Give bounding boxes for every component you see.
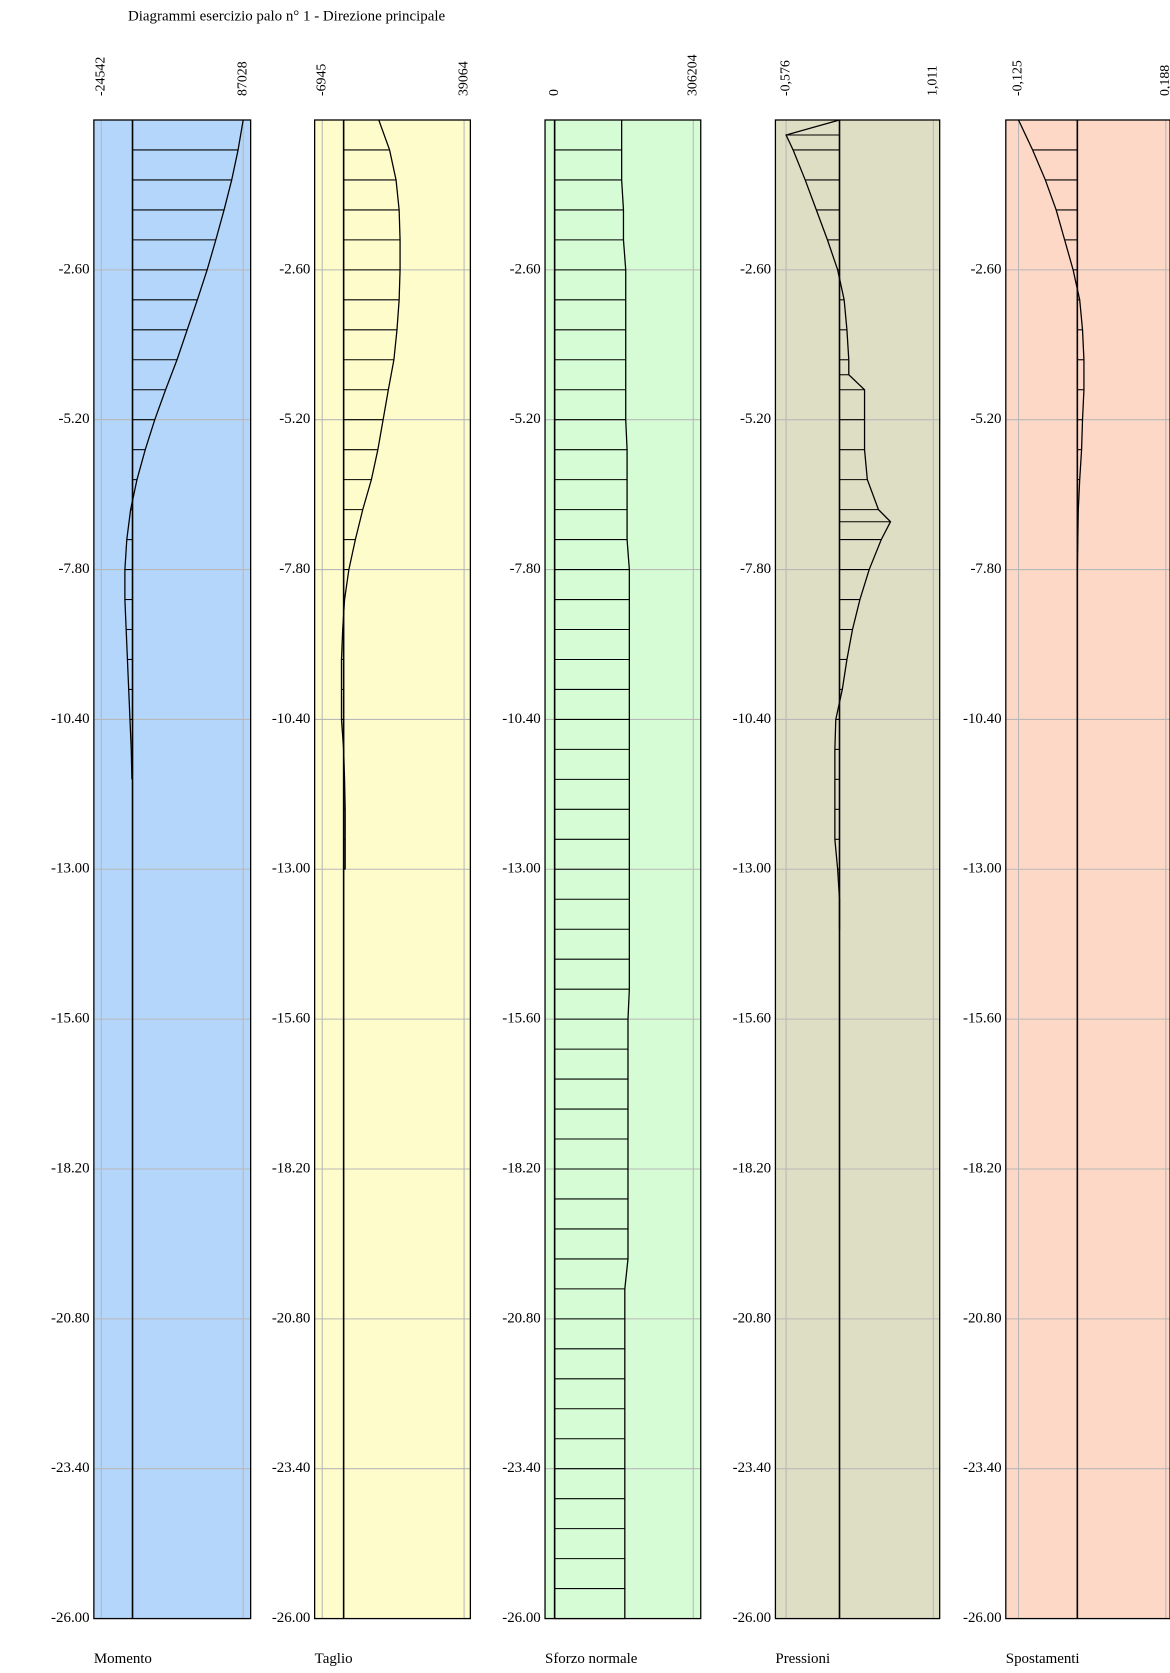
y-tick-label: -23.40 [733, 1460, 772, 1476]
y-tick-label: -15.60 [502, 1011, 541, 1027]
y-tick-label: -15.60 [963, 1011, 1002, 1027]
panel-title: Taglio [315, 1651, 353, 1667]
y-tick-label: -2.60 [59, 261, 90, 277]
y-tick-label: -26.00 [272, 1610, 311, 1626]
diagram-outline [621, 119, 630, 1619]
y-tick-label: -10.40 [733, 711, 772, 727]
panel-title: Spostamenti [1006, 1651, 1080, 1667]
y-tick-label: -5.20 [510, 411, 541, 427]
x-tick-label: -24542 [92, 57, 107, 96]
panel-title: Sforzo normale [545, 1651, 638, 1667]
diagram [124, 119, 244, 780]
y-tick-label: -15.60 [733, 1011, 772, 1027]
y-tick-label: -7.80 [740, 561, 771, 577]
diagram-outline [785, 119, 892, 930]
y-tick-label: -18.20 [502, 1160, 541, 1176]
panel-title: Pressioni [775, 1651, 830, 1667]
y-tick-label: -23.40 [963, 1460, 1002, 1476]
y-tick-label: -18.20 [733, 1160, 772, 1176]
y-tick-label: -20.80 [733, 1310, 772, 1326]
y-tick-label: -13.00 [502, 861, 541, 877]
y-tick-label: -2.60 [970, 261, 1001, 277]
y-tick-label: -20.80 [272, 1310, 311, 1326]
diagram-group: Diagrammi esercizio palo n° 1 - Direzion… [51, 8, 1170, 1667]
x-tick-label: 87028 [234, 61, 249, 96]
y-tick-label: -2.60 [740, 261, 771, 277]
x-tick-label: -0,125 [1010, 60, 1025, 96]
y-tick-label: -13.00 [733, 861, 772, 877]
y-tick-label: -26.00 [733, 1610, 772, 1626]
x-tick-label: 306204 [684, 54, 699, 96]
y-tick-label: -10.40 [963, 711, 1002, 727]
y-tick-label: -26.00 [51, 1610, 90, 1626]
y-tick-label: -13.00 [272, 861, 311, 877]
y-tick-label: -5.20 [740, 411, 771, 427]
y-tick-label: -18.20 [51, 1160, 90, 1176]
x-tick-label: 0,188 [1157, 65, 1170, 96]
y-tick-label: -10.40 [272, 711, 311, 727]
y-tick-label: -18.20 [272, 1160, 311, 1176]
y-tick-label: -2.60 [279, 261, 310, 277]
y-tick-label: -5.20 [59, 411, 90, 427]
x-tick-label: 0 [546, 89, 561, 96]
diagram [554, 119, 630, 1620]
y-tick-label: -13.00 [963, 861, 1002, 877]
y-tick-label: -18.20 [963, 1160, 1002, 1176]
y-tick-label: -7.80 [279, 561, 310, 577]
y-tick-label: -7.80 [59, 561, 90, 577]
panel-border [314, 119, 472, 1620]
panel-border [544, 119, 702, 1620]
y-tick-label: -13.00 [51, 861, 90, 877]
y-tick-label: -10.40 [502, 711, 541, 727]
x-tick-label: -0,576 [777, 60, 792, 96]
panel-title: Momento [94, 1651, 152, 1667]
y-tick-label: -7.80 [970, 561, 1001, 577]
y-tick-label: -10.40 [51, 711, 90, 727]
y-tick-label: -5.20 [970, 411, 1001, 427]
main-title: Diagrammi esercizio palo n° 1 - Direzion… [128, 8, 446, 24]
diagram-outline [124, 119, 244, 780]
y-tick-label: -2.60 [510, 261, 541, 277]
x-tick-label: 1,011 [924, 65, 939, 96]
y-tick-label: -20.80 [502, 1310, 541, 1326]
y-tick-label: -26.00 [502, 1610, 541, 1626]
y-tick-label: -26.00 [963, 1610, 1002, 1626]
x-tick-label: -6945 [313, 64, 328, 96]
y-tick-label: -5.20 [279, 411, 310, 427]
y-tick-label: -15.60 [51, 1011, 90, 1027]
panel-border [1005, 119, 1170, 1620]
y-tick-label: -23.40 [502, 1460, 541, 1476]
panel-border [93, 119, 252, 1620]
y-tick-label: -20.80 [963, 1310, 1002, 1326]
y-tick-label: -20.80 [51, 1310, 90, 1326]
diagram [785, 119, 892, 930]
y-tick-label: -23.40 [51, 1460, 90, 1476]
y-tick-label: -7.80 [510, 561, 541, 577]
y-tick-label: -23.40 [272, 1460, 311, 1476]
y-tick-label: -15.60 [272, 1011, 311, 1027]
panel-border [774, 119, 941, 1620]
x-tick-label: 39064 [455, 61, 470, 96]
